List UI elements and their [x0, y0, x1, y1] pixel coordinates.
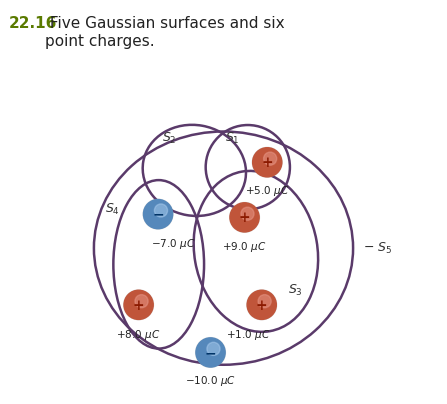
Text: $-10.0\ \mu C$: $-10.0\ \mu C$ — [185, 375, 236, 389]
Circle shape — [124, 290, 153, 320]
Circle shape — [196, 338, 225, 367]
Text: +: + — [133, 299, 144, 313]
Text: $S_4$: $S_4$ — [105, 202, 120, 217]
Circle shape — [207, 342, 220, 356]
Circle shape — [247, 290, 277, 320]
Text: +: + — [239, 211, 250, 225]
Circle shape — [196, 338, 225, 367]
Circle shape — [247, 290, 276, 320]
Text: $-\ S_5$: $-\ S_5$ — [363, 241, 392, 256]
Text: −: − — [152, 208, 164, 222]
Circle shape — [143, 199, 173, 229]
Text: $+8.0\ \mu C$: $+8.0\ \mu C$ — [116, 328, 161, 341]
Circle shape — [241, 207, 254, 220]
Text: −: − — [205, 346, 216, 360]
Text: $S_2$: $S_2$ — [162, 130, 177, 145]
Text: 22.16: 22.16 — [9, 16, 57, 31]
Text: +: + — [256, 299, 268, 313]
Circle shape — [143, 200, 173, 229]
Circle shape — [135, 295, 148, 308]
Text: $-7.0\ \mu C$: $-7.0\ \mu C$ — [151, 237, 195, 251]
Text: +: + — [261, 156, 273, 170]
Circle shape — [264, 152, 277, 165]
Circle shape — [258, 295, 271, 308]
Text: $+9.0\ \mu C$: $+9.0\ \mu C$ — [222, 240, 267, 254]
Circle shape — [154, 204, 168, 217]
Circle shape — [253, 147, 282, 177]
Circle shape — [253, 148, 282, 177]
Text: $S_1$: $S_1$ — [225, 130, 240, 145]
Text: Five Gaussian surfaces and six
point charges.: Five Gaussian surfaces and six point cha… — [45, 16, 284, 48]
Text: $+5.0\ \mu C$: $+5.0\ \mu C$ — [245, 184, 289, 198]
Circle shape — [124, 290, 153, 320]
Text: $S_3$: $S_3$ — [288, 283, 303, 298]
Circle shape — [230, 203, 259, 232]
Circle shape — [230, 202, 259, 232]
Text: $+1.0\ \mu C$: $+1.0\ \mu C$ — [226, 328, 270, 341]
